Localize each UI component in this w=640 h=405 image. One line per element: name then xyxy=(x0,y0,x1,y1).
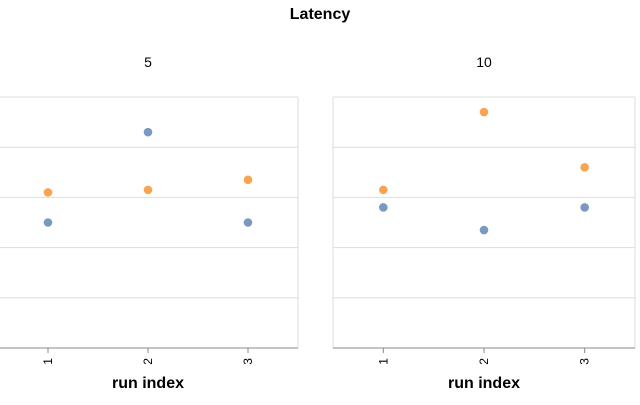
data-point xyxy=(143,185,153,195)
data-point xyxy=(243,175,253,185)
x-tick-label: 3 xyxy=(241,358,255,365)
x-tick-label: 2 xyxy=(141,358,155,365)
data-point xyxy=(379,203,388,212)
data-point xyxy=(43,218,53,227)
x-tick-label: 3 xyxy=(578,358,592,365)
data-point xyxy=(580,162,589,172)
x-axis-title: run index xyxy=(448,375,520,392)
x-tick-label: 2 xyxy=(477,358,491,365)
data-point xyxy=(43,188,53,197)
data-point xyxy=(143,127,153,137)
data-point xyxy=(379,185,388,195)
data-point xyxy=(479,225,489,235)
chart-title: Latency xyxy=(289,6,351,23)
data-point xyxy=(580,203,589,212)
data-point xyxy=(243,218,253,227)
x-tick-label: 1 xyxy=(41,358,55,365)
x-tick-label: 1 xyxy=(376,358,390,365)
facet-label: 5 xyxy=(144,54,152,70)
facet-label: 10 xyxy=(476,54,492,70)
data-point xyxy=(479,107,489,117)
x-axis-title: run index xyxy=(112,375,184,392)
